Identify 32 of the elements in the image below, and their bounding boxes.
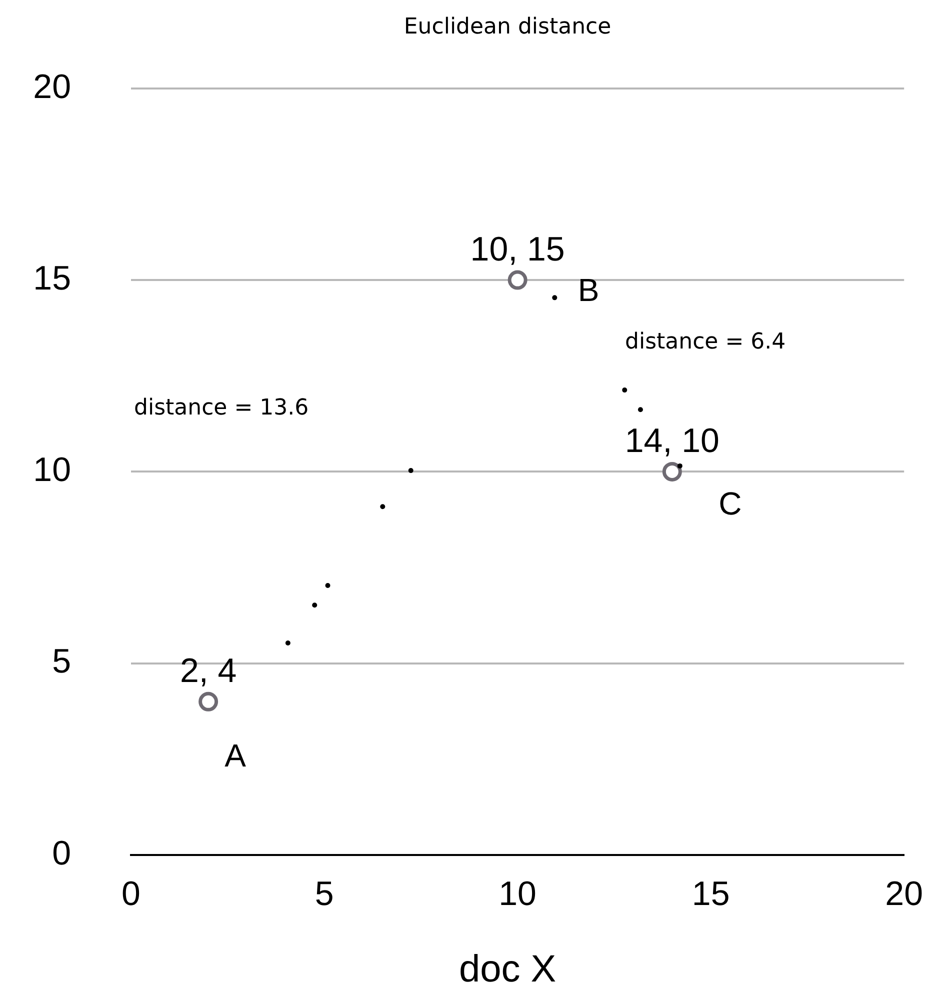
annotation: distance = 6.4 — [625, 330, 786, 355]
data-label: 10, 15 — [470, 230, 565, 268]
point — [285, 640, 290, 646]
y-tick-label: 0 — [52, 834, 71, 872]
point — [198, 692, 218, 712]
point — [380, 504, 386, 510]
x-tick-label: 15 — [692, 874, 730, 913]
point — [622, 388, 628, 393]
point — [312, 602, 318, 608]
y-tick-label: 15 — [33, 259, 71, 298]
data-label: 2, 4 — [180, 652, 237, 690]
point — [677, 463, 682, 468]
point — [408, 468, 414, 474]
y-tick-label: 20 — [33, 68, 71, 106]
point — [638, 407, 643, 412]
point — [325, 583, 330, 588]
x-tick-label: 10 — [498, 874, 536, 913]
data-label: 14, 10 — [624, 422, 720, 460]
point — [508, 270, 528, 290]
point — [662, 462, 682, 482]
x-tick-label: 20 — [885, 874, 924, 913]
annotation: distance = 13.6 — [134, 396, 309, 421]
chart-title: Euclidean distance — [404, 14, 612, 40]
y-tick-label: 5 — [52, 642, 71, 681]
x-axis-title: doc X — [458, 948, 556, 990]
x-tick-label: 0 — [122, 874, 140, 913]
annotation: C — [718, 486, 742, 522]
annotation: B — [578, 272, 600, 308]
point — [552, 295, 558, 300]
x-tick-label: 5 — [314, 874, 334, 913]
y-tick-label: 10 — [33, 451, 71, 490]
annotation: A — [224, 738, 247, 774]
